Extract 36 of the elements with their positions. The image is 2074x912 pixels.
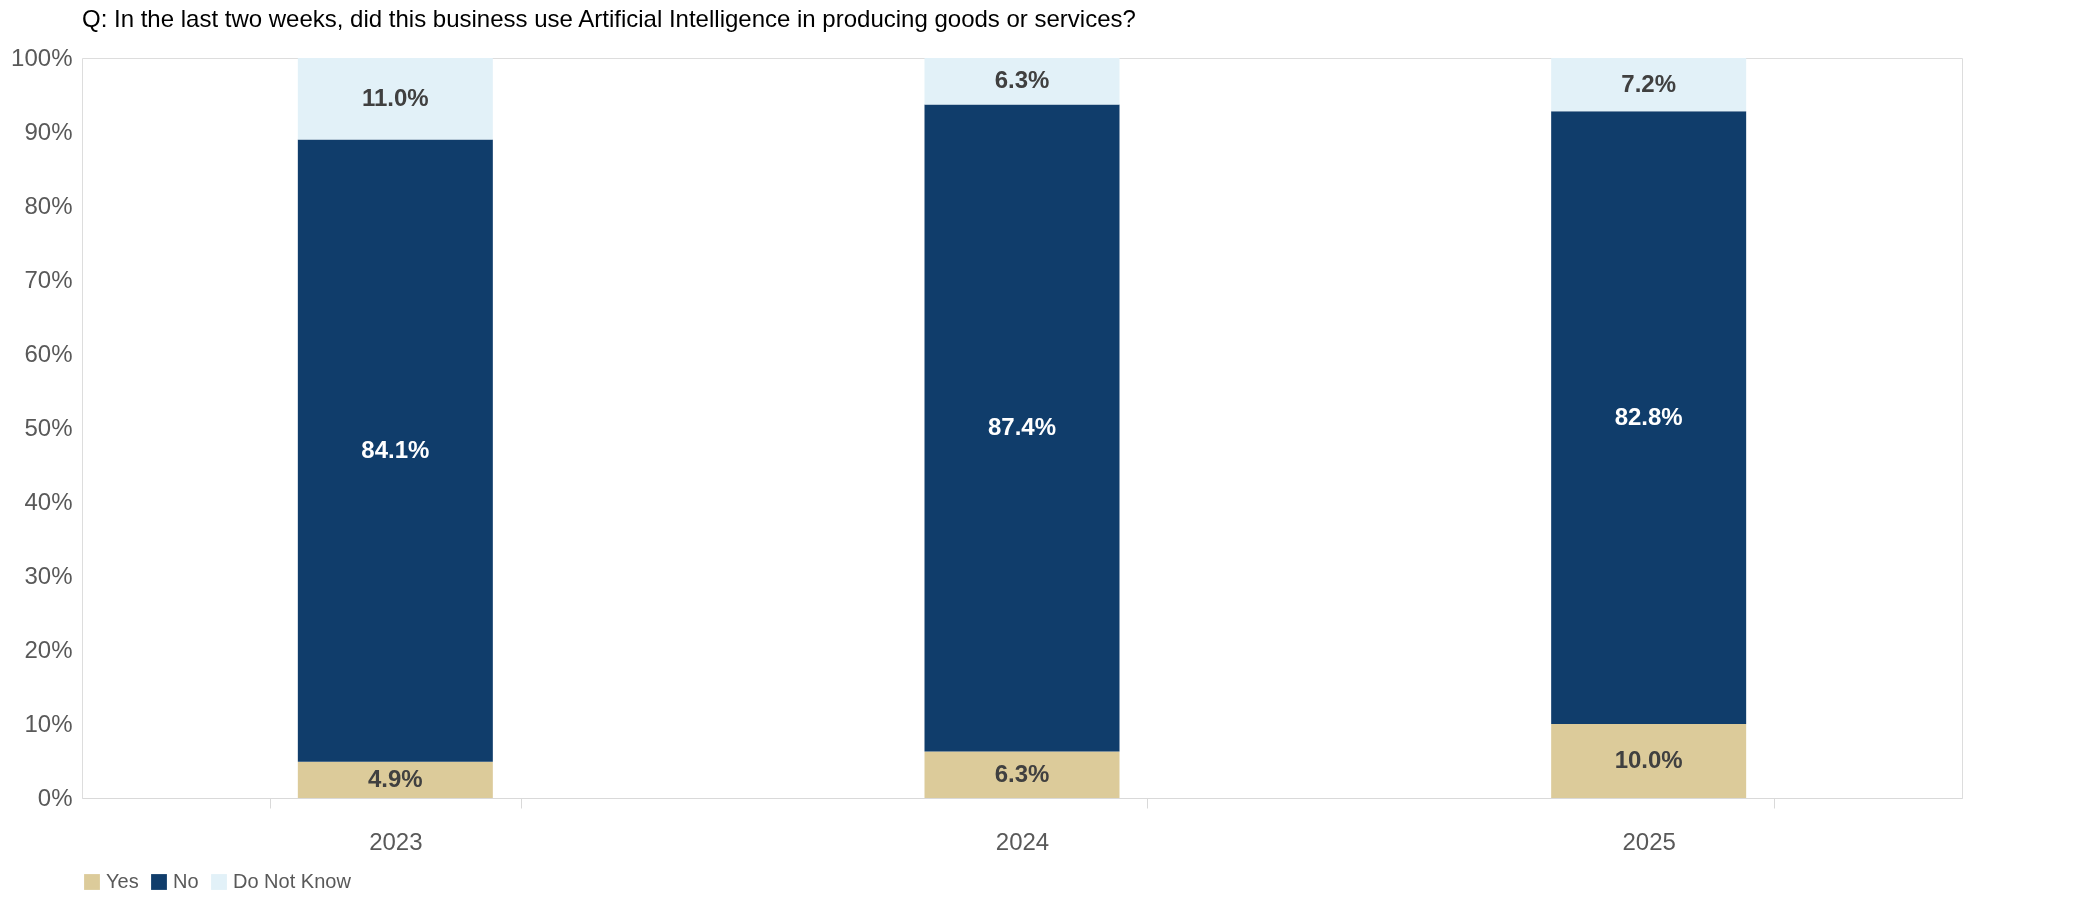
data-label: 7.2% — [1621, 69, 1677, 97]
data-label: 87.4% — [987, 413, 1057, 440]
x-tick-label: 2024 — [995, 827, 1050, 855]
data-label: 6.3% — [994, 66, 1050, 94]
bar — [924, 104, 1120, 752]
y-tick-label: 20% — [24, 635, 73, 663]
data-label: 82.8% — [1614, 402, 1683, 430]
data-label: 4.9% — [367, 764, 423, 792]
data-label: 11.0% — [361, 83, 429, 111]
bar — [1551, 111, 1747, 724]
y-tick-label: 70% — [24, 265, 73, 293]
y-tick-label: 100% — [11, 43, 73, 71]
data-label: 6.3% — [994, 759, 1050, 787]
bar — [924, 58, 1120, 105]
y-tick-label: 10% — [24, 709, 73, 737]
x-tick-label: 2025 — [1622, 827, 1676, 855]
y-tick-label: 40% — [24, 487, 73, 515]
y-tick-label: 80% — [24, 191, 73, 219]
legend-label: No — [173, 870, 199, 892]
data-label: 84.1% — [361, 435, 430, 463]
legend-label: Do Not Know — [233, 870, 352, 892]
bar — [1551, 58, 1747, 112]
y-tick-label: 90% — [24, 117, 73, 145]
bar — [924, 751, 1120, 798]
bar — [297, 139, 493, 762]
data-label: 10.0% — [1614, 746, 1683, 773]
bar — [297, 761, 493, 798]
x-tick-label: 2023 — [369, 827, 423, 855]
y-tick-label: 50% — [24, 413, 73, 441]
y-tick-label: 0% — [37, 783, 73, 811]
y-tick-label: 30% — [24, 561, 73, 589]
bar — [297, 58, 493, 140]
bar — [1551, 724, 1747, 798]
legend-label: Yes — [106, 870, 139, 892]
chart-title: Q: In the last two weeks, did this business use Artificial Intelligence in producing goods or services? — [82, 5, 1136, 32]
y-tick-label: 60% — [24, 339, 73, 367]
